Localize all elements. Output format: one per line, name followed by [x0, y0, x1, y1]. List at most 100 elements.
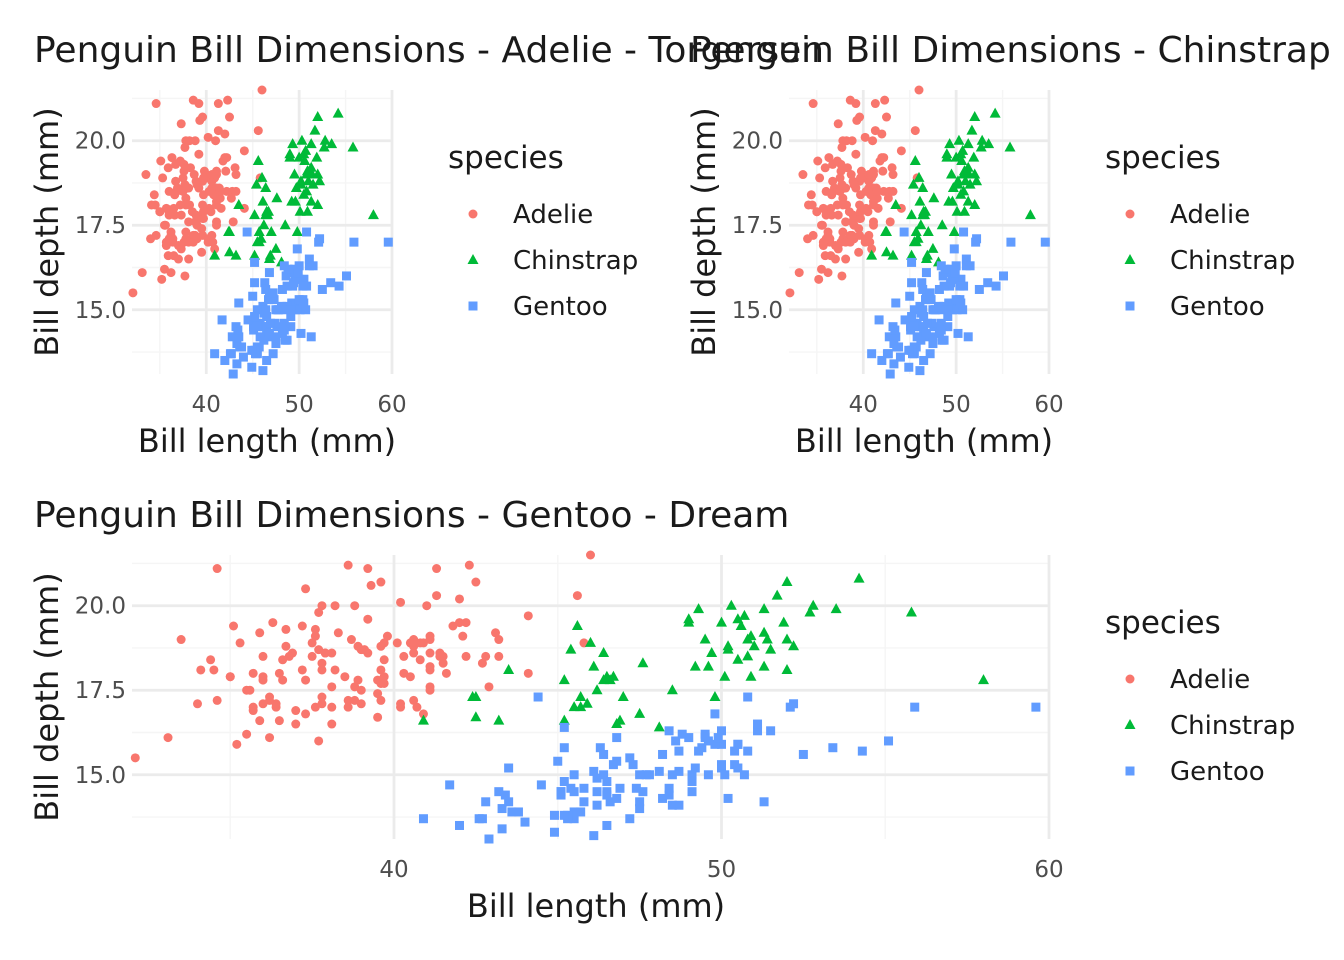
data-point-adelie [833, 244, 843, 254]
data-point-chinstrap [689, 660, 701, 671]
data-point-gentoo [599, 749, 609, 759]
data-point-gentoo [589, 766, 599, 776]
data-point-adelie [382, 631, 392, 641]
data-point-adelie [314, 607, 324, 617]
data-point-adelie [317, 692, 327, 702]
data-point-gentoo [889, 339, 899, 349]
data-point-adelie [373, 712, 383, 722]
legend-key-triangle-icon [1124, 254, 1136, 264]
data-point-chinstrap [311, 151, 323, 162]
data-point-adelie [199, 207, 208, 217]
data-point-adelie [178, 173, 188, 183]
data-point-gentoo [497, 824, 507, 834]
data-point-adelie [422, 601, 432, 611]
data-point-gentoo [569, 814, 579, 824]
data-point-gentoo [559, 722, 569, 732]
legend-key-square-icon [468, 301, 478, 311]
data-point-gentoo [947, 305, 957, 315]
data-point-gentoo [227, 332, 237, 342]
data-point-adelie [868, 136, 878, 146]
data-point-chinstrap [571, 620, 583, 630]
data-point-adelie [204, 186, 214, 196]
data-point-gentoo [671, 736, 681, 746]
data-point-chinstrap [771, 589, 783, 600]
legend-key-circle-icon [1125, 209, 1135, 219]
data-point-gentoo [334, 281, 344, 291]
data-point-adelie [438, 658, 448, 668]
data-point-gentoo [953, 328, 963, 338]
data-point-adelie [206, 655, 216, 665]
data-point-chinstrap [598, 674, 610, 685]
data-point-gentoo [955, 281, 965, 291]
data-point-chinstrap [725, 599, 737, 610]
legend-item-chinstrap: Chinstrap [1124, 246, 1295, 276]
data-point-chinstrap [683, 613, 695, 624]
data-point-chinstrap [417, 714, 429, 725]
data-point-adelie [307, 651, 317, 661]
data-point-gentoo [723, 793, 733, 803]
data-point-gentoo [504, 797, 514, 807]
data-point-adelie [854, 247, 864, 257]
data-point-adelie [523, 668, 533, 678]
data-point-chinstrap [958, 185, 970, 196]
data-point-gentoo [247, 362, 257, 372]
data-point-adelie [855, 200, 865, 210]
data-point-gentoo [658, 749, 668, 759]
data-point-gentoo [258, 366, 268, 376]
data-point-chinstrap [732, 613, 744, 624]
x-tick-label: 60 [377, 392, 406, 418]
data-point-chinstrap [699, 633, 711, 644]
data-point-chinstrap [565, 643, 577, 654]
data-point-chinstrap [287, 138, 299, 149]
data-point-adelie [855, 112, 865, 122]
data-point-gentoo [677, 729, 687, 739]
data-point-gentoo [418, 814, 428, 824]
data-point-chinstrap [250, 178, 262, 189]
data-point-gentoo [667, 770, 677, 780]
data-point-gentoo [890, 325, 900, 335]
legend-item-gentoo: Gentoo [1125, 757, 1265, 787]
legend-label: Chinstrap [513, 246, 638, 276]
data-point-adelie [833, 210, 843, 220]
data-point-gentoo [900, 315, 910, 325]
data-point-gentoo [292, 244, 302, 254]
data-point-adelie [333, 628, 343, 638]
data-point-gentoo [700, 733, 710, 743]
data-point-adelie [869, 220, 878, 230]
data-point-chinstrap [301, 168, 313, 179]
legend-item-adelie: Adelie [468, 200, 593, 230]
data-point-adelie [196, 665, 206, 675]
data-point-chinstrap [270, 242, 282, 253]
data-point-chinstrap [302, 205, 313, 216]
data-point-adelie [379, 655, 389, 665]
data-point-chinstrap [598, 647, 610, 658]
legend-label: Gentoo [1170, 292, 1265, 322]
data-point-adelie [189, 170, 199, 180]
x-tick-label: 40 [192, 392, 221, 418]
data-point-chinstrap [253, 236, 265, 247]
data-point-gentoo [268, 349, 278, 359]
data-point-gentoo [664, 790, 674, 800]
data-point-gentoo [317, 284, 327, 294]
data-point-gentoo [299, 298, 309, 308]
data-point-gentoo [909, 322, 919, 332]
data-point-chinstrap [969, 198, 981, 209]
data-point-gentoo [918, 305, 928, 315]
data-point-adelie [175, 156, 185, 166]
data-point-adelie [425, 685, 435, 695]
data-point-chinstrap [332, 107, 344, 118]
data-point-adelie [199, 166, 209, 176]
data-point-adelie [327, 648, 337, 658]
data-point-chinstrap [258, 219, 270, 230]
data-point-gentoo [271, 339, 281, 349]
data-point-adelie [215, 186, 225, 196]
data-point-chinstrap [971, 175, 983, 186]
data-point-adelie [176, 210, 186, 220]
data-point-gentoo [710, 709, 720, 719]
data-point-adelie [885, 217, 895, 227]
legend-title: species [448, 140, 564, 176]
data-point-adelie [170, 190, 180, 200]
data-point-gentoo [302, 227, 312, 237]
panel-gentoo-dream: Penguin Bill Dimensions - Gentoo - Dream… [28, 495, 1295, 925]
data-point-gentoo [631, 783, 641, 793]
